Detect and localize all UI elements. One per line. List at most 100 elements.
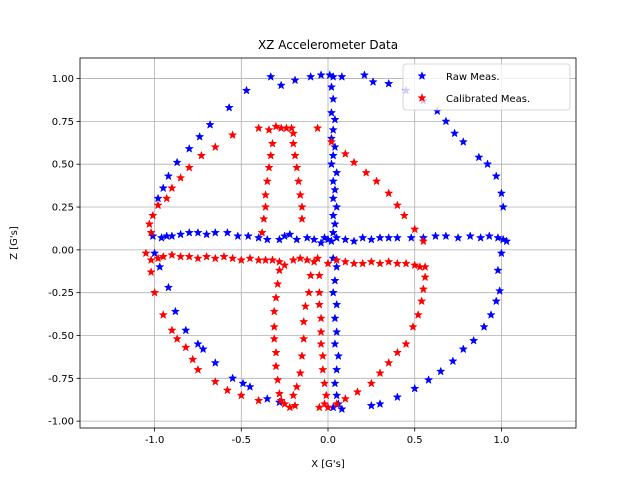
data-point <box>155 262 165 271</box>
data-point <box>279 260 290 270</box>
data-point <box>399 210 409 220</box>
data-point <box>316 327 326 337</box>
data-point <box>288 138 298 148</box>
data-point <box>304 287 314 297</box>
data-point <box>448 356 458 366</box>
data-point <box>193 227 203 237</box>
data-point <box>474 152 484 162</box>
data-point <box>340 149 351 158</box>
data-point <box>475 232 486 242</box>
data-point <box>328 210 338 220</box>
data-point <box>262 234 272 244</box>
data-point <box>392 232 403 242</box>
legend-star-icon <box>417 93 427 102</box>
data-point <box>184 251 194 261</box>
data-point <box>243 231 253 241</box>
data-point <box>267 138 278 148</box>
data-point <box>330 339 340 349</box>
x-axis-ticks: -1.0 -0.5 0.0 0.5 1.0 <box>145 428 509 446</box>
data-point <box>290 75 300 85</box>
data-point <box>297 351 307 361</box>
data-point <box>271 361 281 371</box>
data-point <box>328 227 338 237</box>
x-tick-label: 0.5 <box>407 435 423 446</box>
data-point <box>326 107 337 117</box>
data-point <box>358 258 368 268</box>
data-point <box>264 162 274 172</box>
data-point <box>321 390 331 400</box>
y-tick-label: 0.50 <box>52 160 74 171</box>
data-point <box>332 232 342 242</box>
data-point <box>299 316 309 326</box>
data-point <box>146 255 156 265</box>
legend-marker-calibrated <box>417 93 427 102</box>
y-tick-label: 0.00 <box>52 245 74 256</box>
data-point <box>293 176 304 186</box>
data-point <box>326 82 337 92</box>
x-tick-label: -0.5 <box>232 435 252 446</box>
data-point <box>410 224 420 234</box>
data-point <box>297 214 307 224</box>
data-point <box>330 142 340 152</box>
y-tick-label: -0.75 <box>48 374 74 385</box>
data-point <box>458 344 468 354</box>
legend-marker-raw <box>417 71 427 80</box>
series-calibrated <box>141 121 430 412</box>
data-point <box>253 395 264 405</box>
data-point <box>305 270 316 280</box>
data-point <box>201 251 212 261</box>
data-point <box>316 339 326 349</box>
data-point <box>285 229 295 239</box>
data-point <box>146 267 156 277</box>
legend-star-icon <box>417 71 427 80</box>
data-point <box>420 262 430 271</box>
x-axis-label: X [G's] <box>311 459 345 470</box>
data-point <box>274 388 285 398</box>
data-point <box>210 253 220 263</box>
data-point <box>371 176 382 186</box>
data-point <box>479 322 489 331</box>
data-point <box>384 78 394 88</box>
data-point <box>290 150 300 160</box>
data-point <box>299 334 309 343</box>
data-point <box>332 299 342 309</box>
data-point <box>198 344 208 354</box>
data-point <box>236 255 246 265</box>
data-point <box>276 80 286 90</box>
data-point <box>328 125 338 134</box>
y-tick-label: 0.25 <box>52 203 74 214</box>
data-point <box>193 364 203 374</box>
data-point <box>314 402 324 412</box>
data-point <box>227 373 238 383</box>
data-point <box>274 256 285 266</box>
data-point <box>148 210 158 220</box>
data-point <box>332 255 342 265</box>
legend: Raw Meas. Calibrated Meas. <box>402 63 571 111</box>
data-point <box>430 231 441 241</box>
data-point <box>330 378 340 388</box>
data-point <box>167 183 177 193</box>
data-point <box>262 393 272 403</box>
data-point <box>375 368 385 378</box>
data-point <box>482 159 493 169</box>
data-point <box>328 287 338 297</box>
data-point <box>375 232 385 242</box>
data-point <box>328 94 338 104</box>
chart-title: XZ Accelerometer Data <box>258 38 398 52</box>
data-point <box>312 123 323 133</box>
data-point <box>330 184 340 194</box>
data-point <box>410 260 420 270</box>
data-point <box>366 234 377 244</box>
data-point <box>288 390 298 400</box>
data-point <box>323 402 333 412</box>
data-point <box>375 399 385 408</box>
data-point <box>314 287 324 297</box>
data-point <box>359 70 370 80</box>
data-point <box>319 378 330 388</box>
data-point <box>260 202 271 212</box>
data-point <box>384 256 394 266</box>
data-point <box>210 357 220 367</box>
data-point <box>167 250 177 259</box>
data-point <box>340 234 351 244</box>
